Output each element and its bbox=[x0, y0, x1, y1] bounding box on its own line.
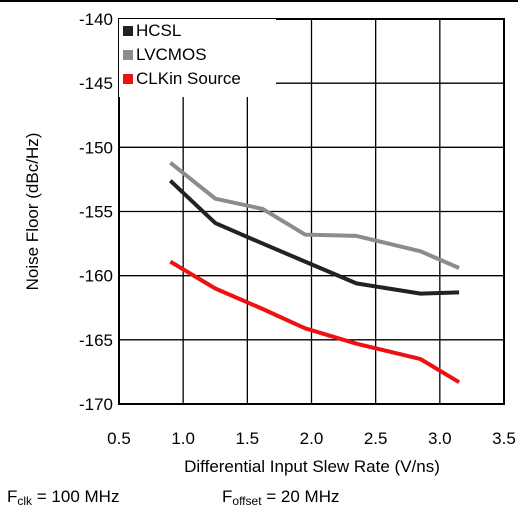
y-tick-label: -165 bbox=[79, 331, 113, 350]
plot-frame bbox=[118, 18, 505, 405]
series-line-hcsl bbox=[168, 179, 460, 296]
legend-label: LVCMOS bbox=[136, 45, 207, 64]
foffset-value: = 20 MHz bbox=[261, 487, 340, 506]
x-tick-label: 3.5 bbox=[492, 429, 516, 448]
y-tick-label: -150 bbox=[79, 138, 113, 157]
x-tick-labels: 0.5 1.0 1.5 2.0 2.5 3.0 3.5 bbox=[107, 429, 516, 448]
foffset-subscript: offset bbox=[232, 494, 262, 508]
legend-swatch bbox=[123, 74, 133, 84]
fclk-condition: Fclk = 100 MHz bbox=[7, 487, 119, 508]
x-tick-label: 2.5 bbox=[364, 429, 388, 448]
top-rule bbox=[0, 0, 518, 2]
y-tick-label: -145 bbox=[79, 74, 113, 93]
fclk-value: = 100 MHz bbox=[32, 487, 120, 506]
legend-swatch bbox=[123, 50, 133, 60]
x-tick-label: 1.5 bbox=[236, 429, 260, 448]
x-tick-label: 2.0 bbox=[300, 429, 324, 448]
legend-swatch bbox=[123, 26, 133, 36]
y-tick-label: -160 bbox=[79, 267, 113, 286]
y-axis-title: Noise Floor (dBc/Hz) bbox=[23, 133, 42, 291]
series-line-lvcmos bbox=[169, 161, 460, 270]
y-tick-label: -170 bbox=[79, 395, 113, 414]
legend: HCSL LVCMOS CLKin Source bbox=[119, 19, 276, 97]
x-tick-label: 1.0 bbox=[171, 429, 195, 448]
legend-label: CLKin Source bbox=[136, 69, 241, 88]
y-tick-label: -140 bbox=[79, 10, 113, 29]
x-axis-title: Differential Input Slew Rate (V/ns) bbox=[184, 457, 440, 476]
y-tick-label: -155 bbox=[79, 203, 113, 222]
legend-background bbox=[119, 19, 276, 97]
y-tick-labels: -140 -145 -150 -155 -160 -165 -170 bbox=[79, 10, 113, 414]
series-line-clkin-source bbox=[169, 259, 461, 384]
line-chart: -140 -145 -150 -155 -160 -165 -170 0.5 1.0 1.5 2.… bbox=[23, 10, 516, 476]
legend-label: HCSL bbox=[136, 21, 181, 40]
foffset-symbol: F bbox=[222, 487, 233, 506]
x-tick-label: 3.0 bbox=[428, 429, 452, 448]
fclk-symbol: F bbox=[7, 487, 18, 506]
fclk-subscript: clk bbox=[17, 494, 33, 508]
foffset-condition: Foffset = 20 MHz bbox=[222, 487, 339, 508]
x-tick-label: 0.5 bbox=[107, 429, 131, 448]
series-lines bbox=[168, 161, 461, 384]
